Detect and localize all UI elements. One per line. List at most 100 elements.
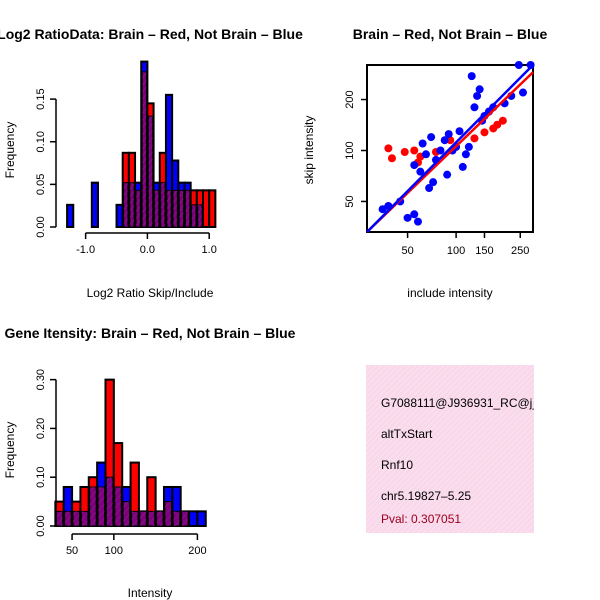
not-brain-point [518, 88, 527, 97]
brain-point [400, 147, 409, 156]
info-pval: Pval: 0.307051 [381, 512, 461, 526]
not-brain-point [473, 91, 482, 100]
x-tick-label: 50 [401, 245, 413, 257]
not-brain-point [416, 167, 425, 176]
not-brain-point [464, 142, 473, 151]
overlap-hatch [56, 511, 63, 526]
brain-point [480, 128, 489, 137]
overlap-hatch [179, 190, 184, 227]
y-tick-label: 0.05 [35, 174, 47, 195]
x-axis-label: Intensity [128, 586, 173, 600]
x-tick-label: 200 [188, 545, 206, 557]
overlap-hatch [129, 182, 135, 227]
overlap-hatch [148, 511, 155, 526]
brain-point [387, 154, 396, 163]
y-tick-label: 0.00 [35, 216, 47, 237]
overlap-hatch [89, 486, 97, 526]
not-brain-point [413, 217, 422, 226]
not-brain-point [443, 170, 452, 179]
not-brain-point [418, 139, 427, 148]
x-tick-label: 0.0 [140, 244, 155, 256]
info-location: chr5.19827–5.25 [381, 489, 471, 503]
overlap-hatch [139, 511, 147, 526]
not-brain-bar [90, 181, 99, 229]
overlap-hatch [106, 477, 113, 526]
not-brain-point [467, 72, 476, 81]
overlap-hatch [123, 501, 130, 526]
not-brain-fit-line [366, 64, 534, 233]
x-axis-label: Log2 Ratio Skip/Include [87, 286, 214, 300]
y-tick-label: 0.30 [35, 369, 47, 390]
overlap-hatch [131, 511, 138, 526]
not-brain-point [470, 103, 479, 112]
info-hatch [366, 365, 534, 533]
y-axis-label: Frequency [3, 122, 17, 179]
not-brain-point [425, 184, 434, 193]
info-gene-name: Rnf10 [381, 458, 413, 472]
not-brain-point [440, 136, 449, 145]
not-brain-point [458, 162, 467, 171]
x-tick-label: 250 [511, 245, 529, 257]
overlap-hatch [181, 511, 189, 526]
gene-intensity-histogram: Gene Itensity: Brain – Red, Not Brain – … [3, 325, 296, 600]
not-brain-bar [188, 510, 199, 528]
not-brain-point [410, 161, 419, 170]
not-brain-point [436, 146, 445, 155]
overlap-hatch [166, 190, 172, 227]
brain-point [470, 134, 479, 143]
not-brain-point [514, 61, 523, 69]
y-tick-label: 0.00 [35, 515, 47, 536]
overlap-hatch [173, 190, 178, 227]
y-tick-label: 0.10 [35, 467, 47, 488]
not-brain-bar [66, 203, 75, 228]
brain-point [410, 146, 419, 155]
not-brain-point [475, 85, 484, 94]
info-event-type: altTxStart [381, 427, 433, 441]
y-axis-label: skip intensity [302, 116, 316, 185]
x-tick-label: 1.0 [202, 244, 217, 256]
overlap-hatch [142, 71, 147, 228]
overlap-hatch [191, 204, 196, 227]
overlap-hatch [185, 190, 190, 227]
y-tick-label: 50 [344, 195, 356, 207]
x-tick-label: 50 [66, 545, 78, 557]
not-brain-point [461, 150, 470, 159]
overlap-hatch [148, 116, 153, 227]
info-panel: G7088111@J936931_RC@j_at altTxStart Rnf1… [366, 365, 550, 533]
not-brain-point [427, 133, 436, 142]
chart-title: Brain – Red, Not Brain – Blue [353, 26, 548, 42]
overlap-hatch [156, 511, 163, 526]
y-axis-label: Frequency [3, 422, 17, 479]
overlap-hatch [81, 511, 88, 526]
overlap-hatch [123, 182, 128, 227]
not-brain-point [421, 150, 430, 159]
overlap-hatch [160, 182, 165, 227]
not-brain-bar [196, 510, 207, 528]
chart-title: Gene Itensity: Brain – Red, Not Brain – … [5, 325, 296, 341]
overlap-hatch [164, 501, 172, 526]
y-tick-label: 0.20 [35, 418, 47, 439]
not-brain-point [410, 210, 419, 219]
x-axis-label: include intensity [407, 286, 492, 300]
brain-point [446, 136, 455, 145]
overlap-hatch [64, 511, 72, 526]
overlap-hatch [114, 486, 122, 526]
x-tick-label: 150 [475, 245, 493, 257]
x-tick-label: -1.0 [76, 244, 95, 256]
chart-title: Log2 RatioData: Brain – Red, Not Brain –… [0, 26, 303, 42]
info-probe-id: G7088111@J936931_RC@j_at [381, 396, 550, 410]
overlap-hatch [98, 486, 105, 526]
brain-bar [208, 189, 217, 228]
log2-ratio-histogram: Log2 RatioData: Brain – Red, Not Brain –… [0, 26, 303, 300]
not-brain-point [429, 178, 438, 187]
y-tick-label: 200 [344, 90, 356, 108]
overlap-hatch [136, 190, 141, 227]
y-tick-label: 100 [344, 141, 356, 159]
brain-point [493, 120, 502, 129]
y-tick-label: 0.15 [35, 88, 47, 109]
not-brain-point [444, 130, 453, 139]
x-tick-label: 100 [447, 245, 465, 257]
not-brain-point [455, 127, 464, 136]
x-tick-label: 100 [105, 545, 123, 557]
